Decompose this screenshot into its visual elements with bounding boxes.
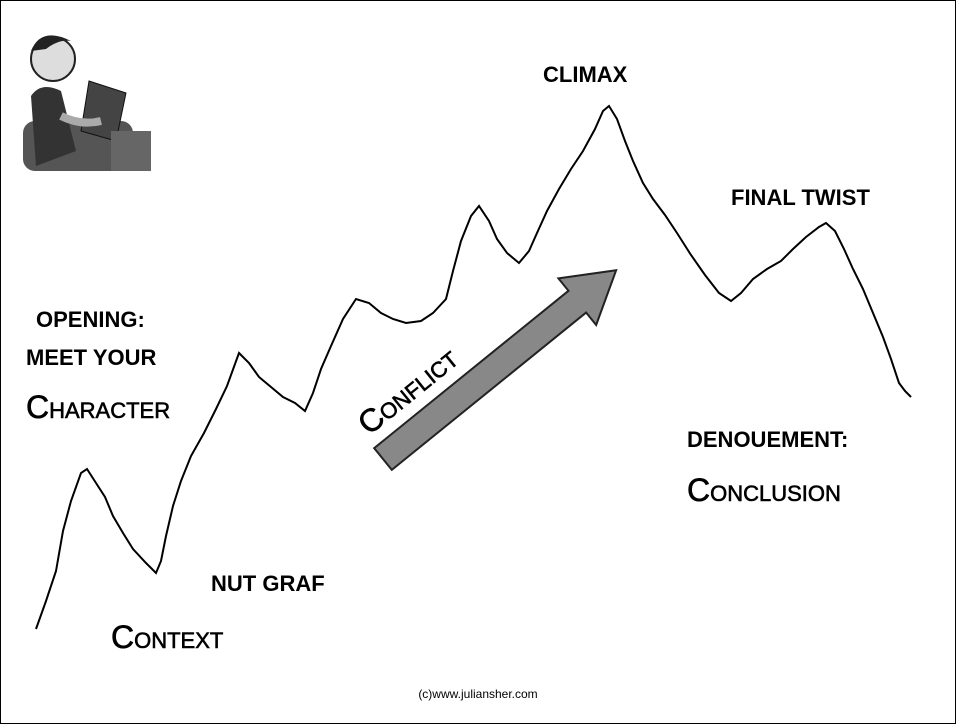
conflict-arrow xyxy=(364,247,635,482)
label: CLIMAX xyxy=(543,64,627,86)
label: Context xyxy=(111,621,223,653)
slide: Conflict OPENING: MEET YOUR Character NU… xyxy=(0,0,956,724)
label: Character xyxy=(26,391,170,423)
label: OPENING: xyxy=(36,309,145,331)
label: DENOUEMENT: xyxy=(687,429,848,451)
clipart-writer xyxy=(23,35,151,171)
label: NUT GRAF xyxy=(211,573,325,595)
label: MEET YOUR xyxy=(26,347,156,369)
label: FINAL TWIST xyxy=(731,187,870,209)
label: Conclusion xyxy=(687,474,841,506)
footer: (c)www.juliansher.com xyxy=(1,687,955,701)
